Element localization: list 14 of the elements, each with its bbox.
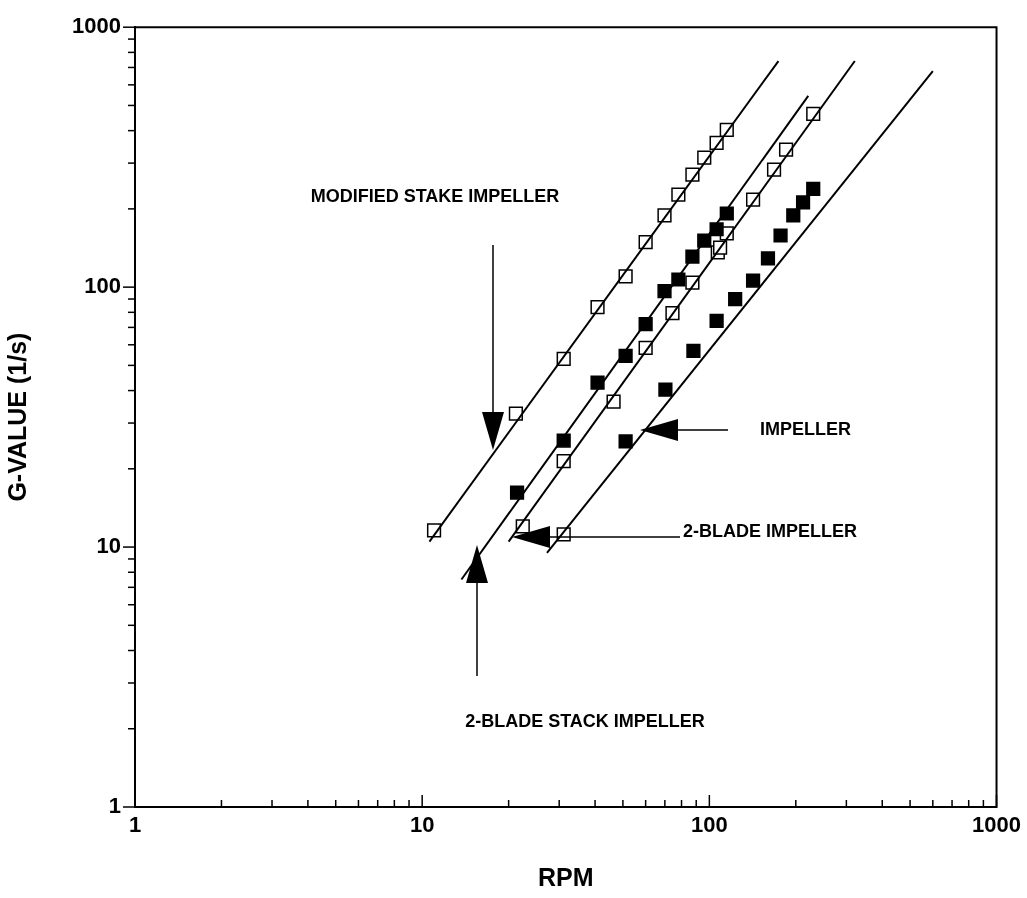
y-tick-label: 10 bbox=[96, 533, 121, 559]
annotation: 2-BLADE STACK IMPELLER bbox=[465, 710, 705, 731]
y-axis-title: G-VALUE (1/s) bbox=[2, 332, 31, 502]
y-tick-label: 1 bbox=[108, 793, 121, 819]
x-tick-label: 100 bbox=[690, 812, 728, 838]
y-tick-label: 1000 bbox=[72, 13, 121, 39]
x-tick-label: 1000 bbox=[972, 812, 1022, 838]
y-tick-label: 100 bbox=[84, 273, 121, 299]
x-tick-label: 1 bbox=[128, 812, 142, 838]
annotation: IMPELLER bbox=[760, 418, 852, 439]
x-axis-title: RPM bbox=[537, 862, 594, 891]
annotation: MODIFIED STAKE IMPELLER bbox=[310, 185, 560, 206]
x-tick-label: 10 bbox=[409, 812, 435, 838]
annotation: 2-BLADE IMPELLER bbox=[683, 520, 858, 541]
